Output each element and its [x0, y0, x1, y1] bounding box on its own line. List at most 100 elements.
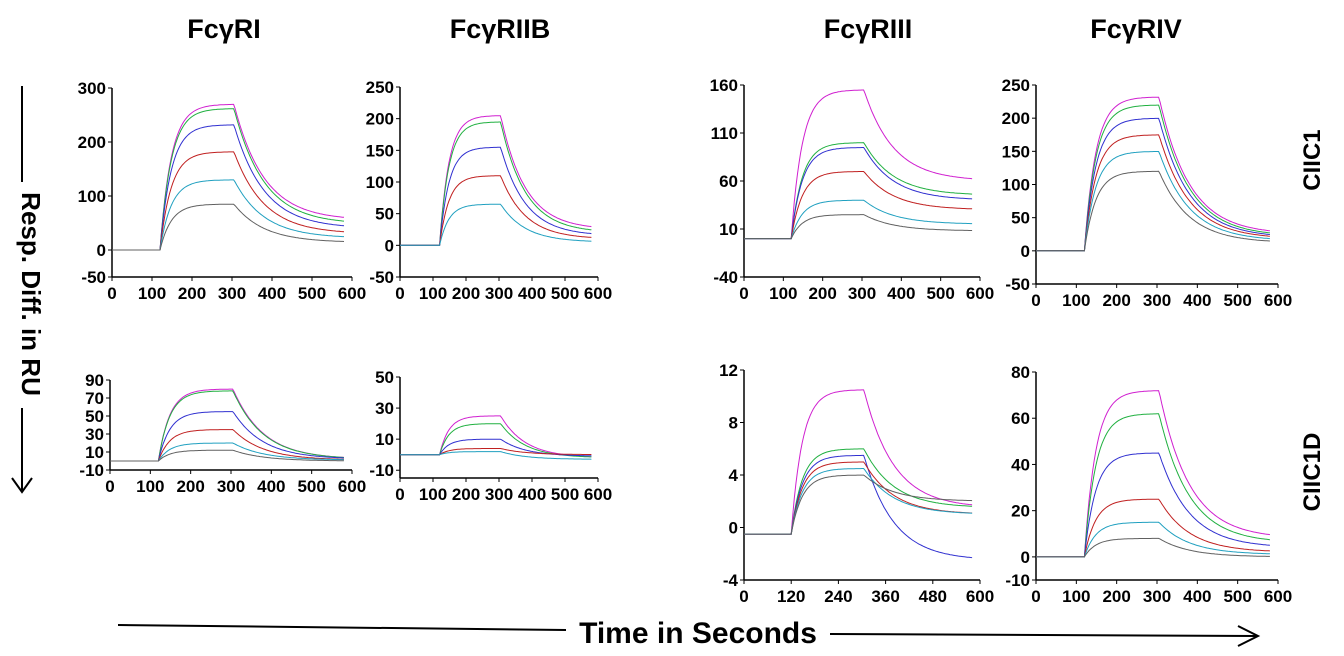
series-line	[112, 151, 345, 251]
y-tick-label: 70	[85, 389, 104, 408]
y-tick-label: -40	[713, 268, 738, 287]
series-line	[112, 108, 345, 251]
y-tick-label: 0	[729, 519, 738, 538]
y-tick-label: 12	[719, 361, 738, 380]
receptor-label-fcgriib: FcγRIIB	[450, 14, 551, 44]
y-tick-label: 80	[1011, 363, 1030, 382]
x-tick-label: 400	[257, 477, 285, 496]
series-line	[744, 147, 973, 240]
series-line	[1036, 117, 1270, 252]
series-line	[112, 203, 345, 251]
series-line	[744, 199, 973, 240]
x-tick-label: 600	[1264, 587, 1292, 606]
x-axis-label: Time in Seconds	[579, 617, 817, 650]
y-axis-arrowhead	[11, 477, 33, 494]
series-line	[1036, 452, 1270, 558]
receptor-label-fcgriv: FcγRIV	[1090, 14, 1182, 44]
y-tick-label: 50	[375, 205, 394, 224]
y-tick-label: -50	[369, 268, 394, 287]
y-axis-label: Resp. Diff. in RU	[16, 192, 46, 396]
x-tick-label: 500	[298, 284, 326, 303]
x-tick-label: 600	[584, 485, 612, 504]
x-tick-label: 0	[739, 587, 748, 606]
series-line	[744, 89, 973, 240]
receptor-label-fcgri: FcγRI	[187, 14, 261, 44]
x-tick-label: 400	[1183, 291, 1211, 310]
x-tick-label: 100	[419, 485, 447, 504]
series-line	[110, 428, 344, 462]
x-tick-label: 480	[919, 587, 947, 606]
x-tick-label: 100	[769, 284, 797, 303]
series-line	[400, 438, 592, 457]
x-tick-label: 300	[485, 485, 513, 504]
series-line	[1036, 151, 1270, 252]
y-tick-label: 0	[1021, 242, 1030, 261]
series-line	[110, 442, 344, 462]
x-tick-label: 100	[419, 284, 447, 303]
x-tick-label: 0	[1031, 291, 1040, 310]
x-tick-label: 200	[1102, 291, 1130, 310]
series-line	[400, 175, 592, 246]
x-tick-label: 600	[338, 477, 366, 496]
x-tick-label: 0	[105, 477, 114, 496]
x-tick-label: 200	[808, 284, 836, 303]
series-line	[744, 468, 973, 535]
series-line	[400, 121, 592, 246]
y-tick-label: 8	[729, 414, 738, 433]
x-tick-label: 600	[966, 284, 994, 303]
x-tick-label: 240	[824, 587, 852, 606]
y-tick-label: -4	[723, 571, 739, 590]
series-line	[1036, 170, 1270, 252]
series-line	[110, 449, 344, 462]
y-tick-label: 20	[1011, 502, 1030, 521]
x-tick-label: 200	[452, 485, 480, 504]
y-tick-label: 150	[366, 141, 394, 160]
y-tick-label: 60	[1011, 409, 1030, 428]
y-tick-label: 50	[85, 407, 104, 426]
x-tick-label: 0	[107, 284, 116, 303]
y-tick-label: 200	[366, 110, 394, 129]
y-tick-label: -10	[79, 461, 104, 480]
x-tick-label: 300	[1143, 291, 1171, 310]
x-tick-label: 500	[551, 284, 579, 303]
series-line	[400, 115, 592, 246]
series-line	[744, 142, 973, 240]
x-tick-label: 100	[138, 284, 166, 303]
series-line	[744, 171, 973, 240]
y-tick-label: 10	[85, 443, 104, 462]
y-tick-label: 200	[78, 133, 106, 152]
series-line	[400, 146, 592, 246]
y-tick-label: -10	[369, 461, 394, 480]
y-tick-label: 50	[1011, 209, 1030, 228]
y-tick-label: 100	[1002, 176, 1030, 195]
series-line	[400, 203, 592, 246]
x-tick-label: 400	[258, 284, 286, 303]
series-line	[112, 103, 345, 251]
x-tick-label: 200	[1102, 587, 1130, 606]
series-line	[1036, 537, 1270, 558]
y-tick-label: 4	[729, 466, 739, 485]
x-axis-arrowhead	[1237, 625, 1261, 647]
panel-ciic1-2: -40 10 60 110 160 0 100 200 300 400 500 600	[710, 76, 995, 303]
series-line	[744, 474, 973, 535]
x-tick-label: 500	[926, 284, 954, 303]
y-tick-label: 50	[375, 368, 394, 387]
series-line	[1036, 104, 1270, 252]
series-line	[400, 451, 592, 460]
x-tick-label: 0	[395, 485, 404, 504]
y-tick-label: 200	[1002, 109, 1030, 128]
y-tick-label: 90	[85, 371, 104, 390]
y-tick-label: 0	[97, 241, 106, 260]
y-tick-label: 10	[719, 220, 738, 239]
series-line	[112, 124, 345, 251]
y-tick-label: 40	[1011, 455, 1030, 474]
y-tick-label: 0	[1021, 548, 1030, 567]
